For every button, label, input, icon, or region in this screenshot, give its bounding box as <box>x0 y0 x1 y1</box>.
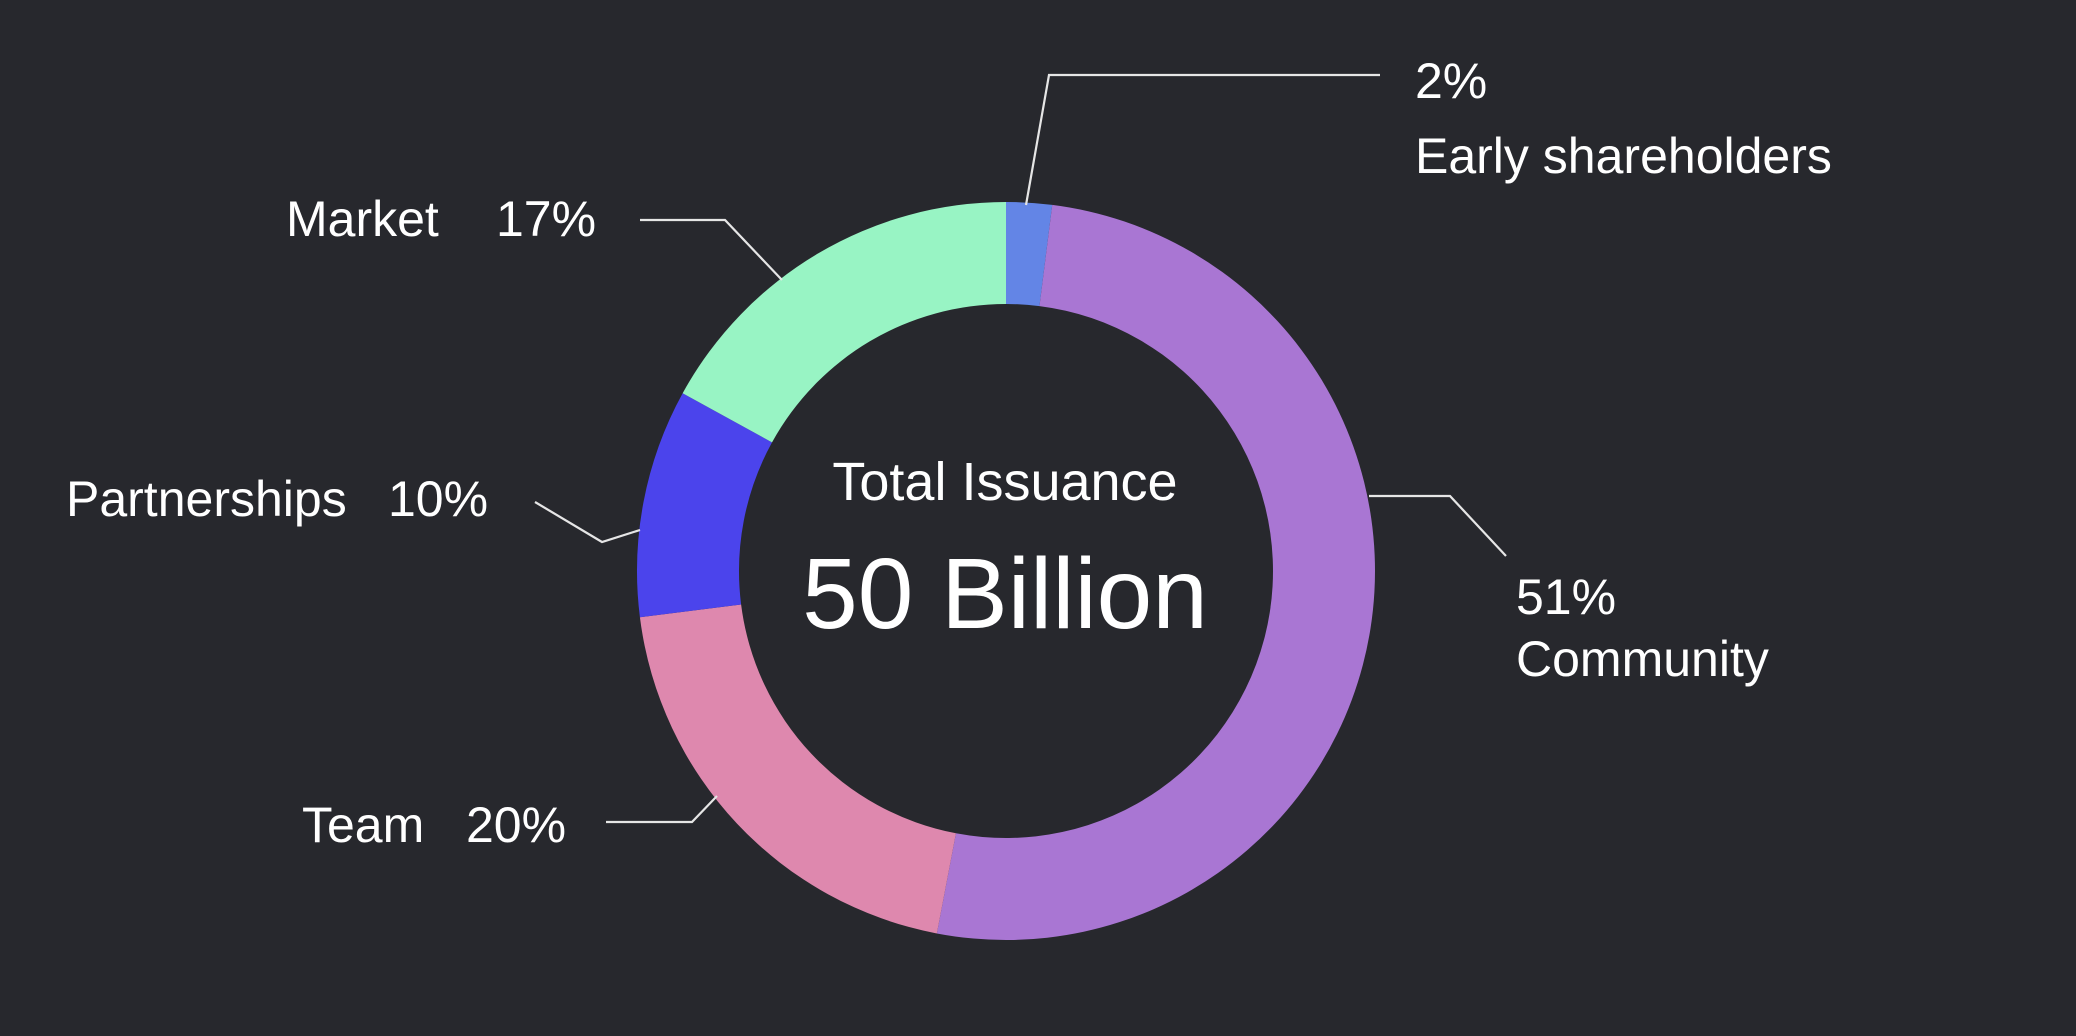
leader-line-community <box>1369 494 1507 557</box>
leader-line-market <box>640 218 783 281</box>
slice-label-value-early-shareholders: 2% <box>1415 53 1487 109</box>
slice-label-value-team: 20% <box>466 797 566 853</box>
slice-label-name-partnerships: Partnerships <box>66 471 347 527</box>
slice-label-name-early-shareholders: Early shareholders <box>1415 128 1832 184</box>
slice-community <box>936 204 1376 940</box>
slice-label-value-market: 17% <box>496 191 596 247</box>
leader-line-team <box>606 795 718 824</box>
slice-market <box>682 202 1006 443</box>
center-value: 50 Billion <box>802 538 1208 650</box>
slice-label-value-partnerships: 10% <box>388 471 488 527</box>
slice-label-name-team: Team <box>302 797 424 853</box>
slice-early-shareholders <box>1006 202 1053 307</box>
slice-label-name-community: Community <box>1516 631 1769 687</box>
slice-partnerships <box>636 393 773 618</box>
leader-lines <box>534 73 1507 824</box>
center-title: Total Issuance <box>832 452 1177 512</box>
slice-team <box>639 604 956 934</box>
donut-slices <box>636 202 1376 940</box>
leader-line-partnerships <box>534 501 641 544</box>
leader-line-early-shareholders <box>1024 73 1380 206</box>
slice-label-value-community: 51% <box>1516 569 1616 625</box>
slice-label-name-market: Market <box>286 191 439 247</box>
